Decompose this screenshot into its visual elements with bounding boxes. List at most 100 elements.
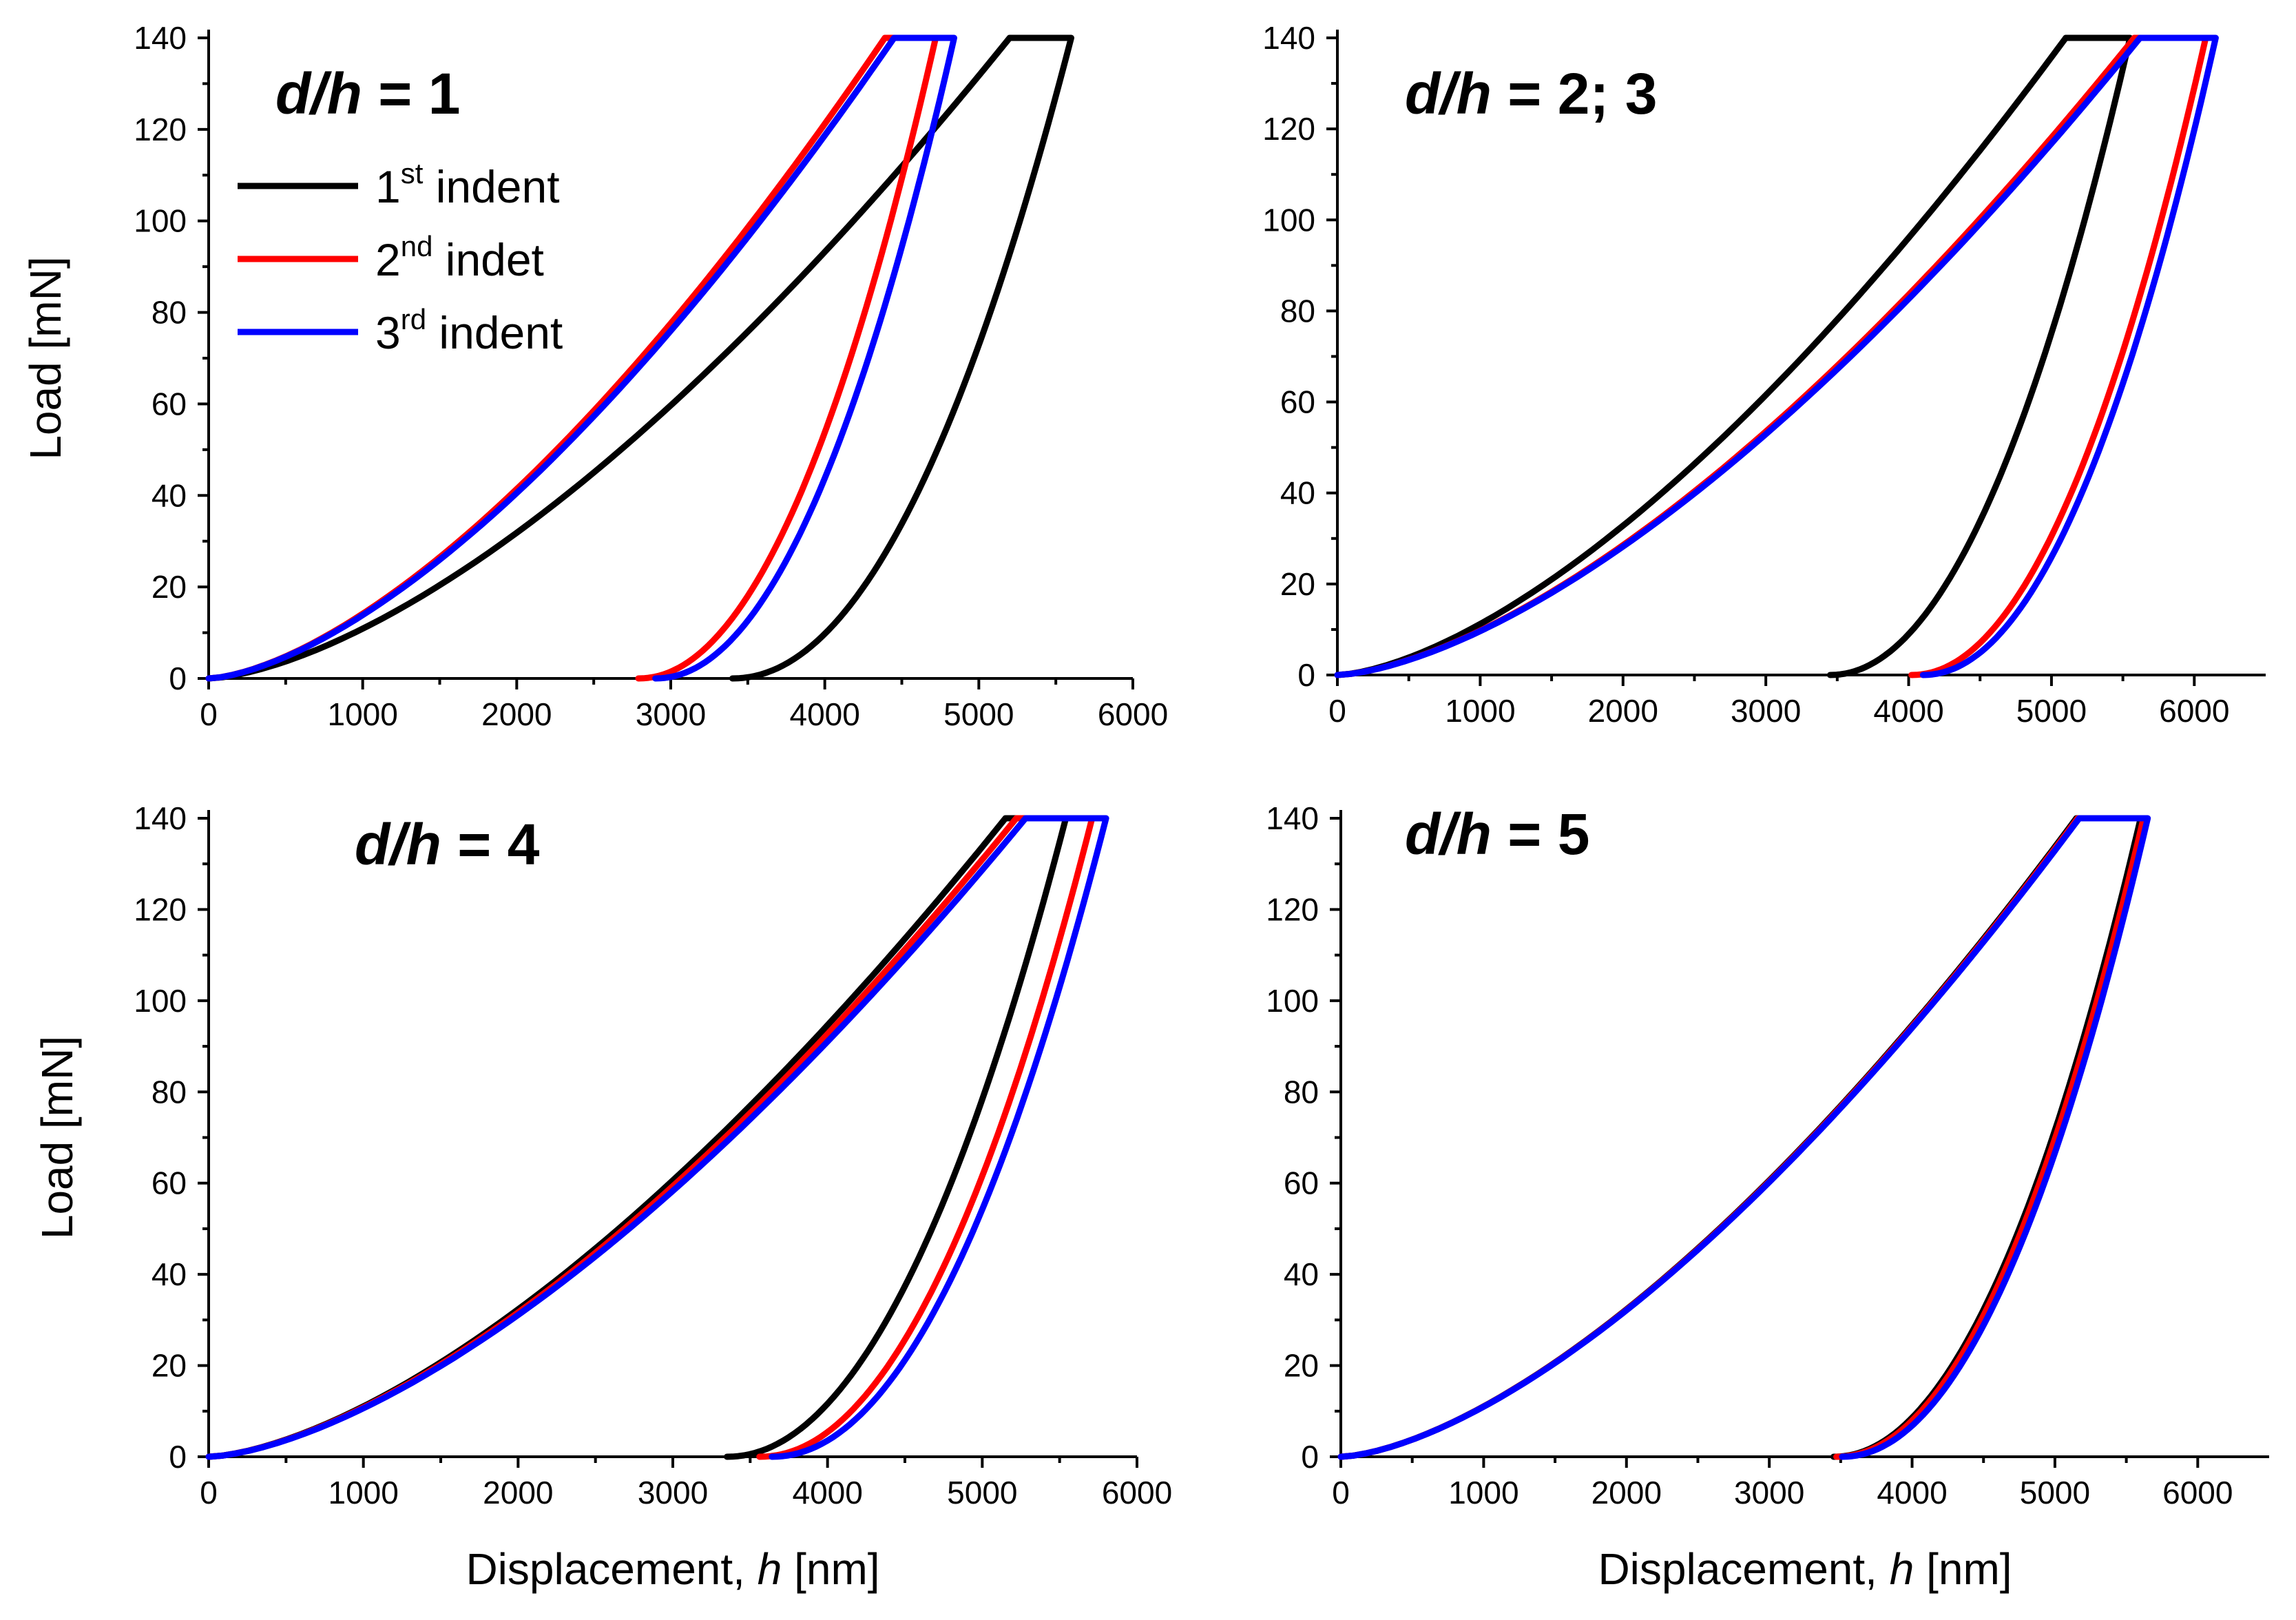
x-tick-label: 4000 (1877, 1475, 1947, 1510)
panel-title-variable: d/h (275, 61, 362, 126)
y-tick-label: 20 (152, 569, 187, 605)
y-tick-label: 40 (152, 1256, 187, 1292)
legend-label-text: indent (423, 161, 559, 212)
panel-1: 0 1000 2000 3000 4000 5000 6000 0 20 40 60 80 100 120… (21, 20, 1168, 732)
x-tick-label: 1000 (1448, 1475, 1519, 1510)
x-tick-label: 6000 (2159, 693, 2229, 729)
y-axis-title: Load [mN] (21, 256, 70, 459)
panel-title: d/h = 4 (355, 812, 540, 877)
y-tick-label: 120 (1262, 111, 1315, 147)
x-tick-label: 2000 (481, 696, 552, 732)
legend-label-superscript: nd (401, 230, 433, 262)
x-tick-label: 1000 (327, 696, 397, 732)
legend-label-number: 3 (375, 307, 401, 358)
panel-4: 0 1000 2000 3000 4000 5000 6000 0 20 40 60 80 100 120… (1266, 800, 2269, 1594)
y-tick-label: 100 (1266, 983, 1319, 1019)
y-tick-label: 100 (134, 203, 187, 239)
x-tick-label: 0 (200, 1475, 218, 1510)
y-tick-label: 60 (1280, 384, 1315, 420)
panel-title-variable: d/h (1405, 802, 1492, 866)
y-tick-label: 120 (1266, 891, 1319, 927)
y-tick-label: 100 (134, 983, 187, 1019)
panel-title-value: = 2; 3 (1492, 61, 1657, 126)
x-tick-label: 4000 (1873, 693, 1943, 729)
x-axis-title-suffix: [nm] (1914, 1544, 2012, 1594)
panel-title-value: = 4 (441, 812, 540, 877)
y-axis-title: Load [mN] (32, 1036, 82, 1239)
y-tick-label: 40 (1284, 1256, 1319, 1292)
series-line-2 (1337, 815, 2147, 1460)
x-axis-title-prefix: Displacement, (1598, 1544, 1889, 1594)
x-tick-label: 5000 (943, 696, 1014, 732)
y-tick-label: 120 (134, 112, 187, 147)
y-tick-label: 20 (1284, 1348, 1319, 1384)
y-tick-label: 0 (169, 661, 187, 696)
x-tick-label: 6000 (2162, 1475, 2233, 1510)
legend-label-number: 2 (375, 234, 401, 285)
legend-label-1: 1st indent (375, 157, 560, 212)
legend-label-number: 1 (375, 161, 401, 212)
legend-label-superscript: st (401, 157, 424, 189)
x-tick-label: 3000 (636, 696, 706, 732)
legend-label-text: indet (432, 234, 543, 285)
series-line-2 (1334, 34, 2209, 678)
panel-title-value: = 5 (1492, 802, 1589, 866)
series-line-3 (1337, 815, 2151, 1460)
legend-label-2: 2nd indet (375, 230, 544, 285)
y-tick-label: 100 (1262, 202, 1315, 238)
x-tick-label: 2000 (1591, 1475, 1662, 1510)
x-tick-label: 0 (1332, 1475, 1350, 1510)
x-axis-title-suffix: [nm] (782, 1544, 879, 1594)
y-tick-label: 60 (152, 386, 187, 422)
y-tick-label: 80 (152, 295, 187, 331)
y-tick-label: 20 (1280, 566, 1315, 602)
y-tick-label: 40 (152, 477, 187, 513)
x-tick-label: 0 (200, 696, 218, 732)
x-tick-label: 1000 (328, 1475, 398, 1510)
y-tick-label: 20 (152, 1348, 187, 1384)
x-tick-label: 4000 (789, 696, 859, 732)
panel-title: d/h = 2; 3 (1405, 61, 1657, 126)
y-tick-label: 0 (169, 1439, 187, 1475)
x-tick-label: 6000 (1098, 696, 1168, 732)
x-tick-label: 2000 (1588, 693, 1658, 729)
series-line-3 (205, 34, 957, 682)
x-tick-label: 6000 (1102, 1475, 1172, 1510)
x-axis-title-variable: h (758, 1544, 782, 1594)
x-axis-title-prefix: Displacement, (466, 1544, 757, 1594)
panel-3: 0 1000 2000 3000 4000 5000 6000 0 20 40 60 80 100 120… (32, 800, 1172, 1594)
x-axis-title: Displacement, h [nm] (1598, 1544, 2012, 1594)
panel-title-variable: d/h (1405, 61, 1492, 126)
series-line-3 (1334, 34, 2219, 678)
series-line-1 (1337, 815, 2144, 1460)
x-tick-label: 5000 (947, 1475, 1017, 1510)
y-tick-label: 140 (134, 20, 187, 56)
panel-title-value: = 1 (362, 61, 460, 126)
panel-title: d/h = 1 (275, 61, 460, 126)
x-tick-label: 5000 (2020, 1475, 2090, 1510)
y-tick-label: 0 (1301, 1439, 1319, 1475)
x-tick-label: 3000 (1731, 693, 1801, 729)
panel-title: d/h = 5 (1405, 802, 1589, 866)
y-tick-label: 140 (134, 800, 187, 836)
y-tick-label: 140 (1266, 800, 1319, 836)
y-tick-label: 40 (1280, 475, 1315, 511)
legend-label-3: 3rd indent (375, 303, 563, 358)
x-axis-title: Displacement, h [nm] (466, 1544, 879, 1594)
x-tick-label: 2000 (483, 1475, 553, 1510)
y-tick-label: 120 (134, 891, 187, 927)
x-axis-title-variable: h (1890, 1544, 1914, 1594)
y-tick-label: 80 (1284, 1074, 1319, 1110)
series-line-1 (1334, 34, 2133, 678)
y-tick-label: 0 (1297, 657, 1315, 693)
panel-title-variable: d/h (355, 812, 441, 877)
legend-label-text: indent (426, 307, 563, 358)
x-tick-label: 5000 (2016, 693, 2087, 729)
y-tick-label: 60 (152, 1165, 187, 1201)
series-line-1 (205, 34, 1074, 682)
x-tick-label: 0 (1328, 693, 1346, 729)
y-tick-label: 60 (1284, 1165, 1319, 1201)
series-line-3 (205, 815, 1109, 1460)
x-tick-label: 4000 (792, 1475, 862, 1510)
